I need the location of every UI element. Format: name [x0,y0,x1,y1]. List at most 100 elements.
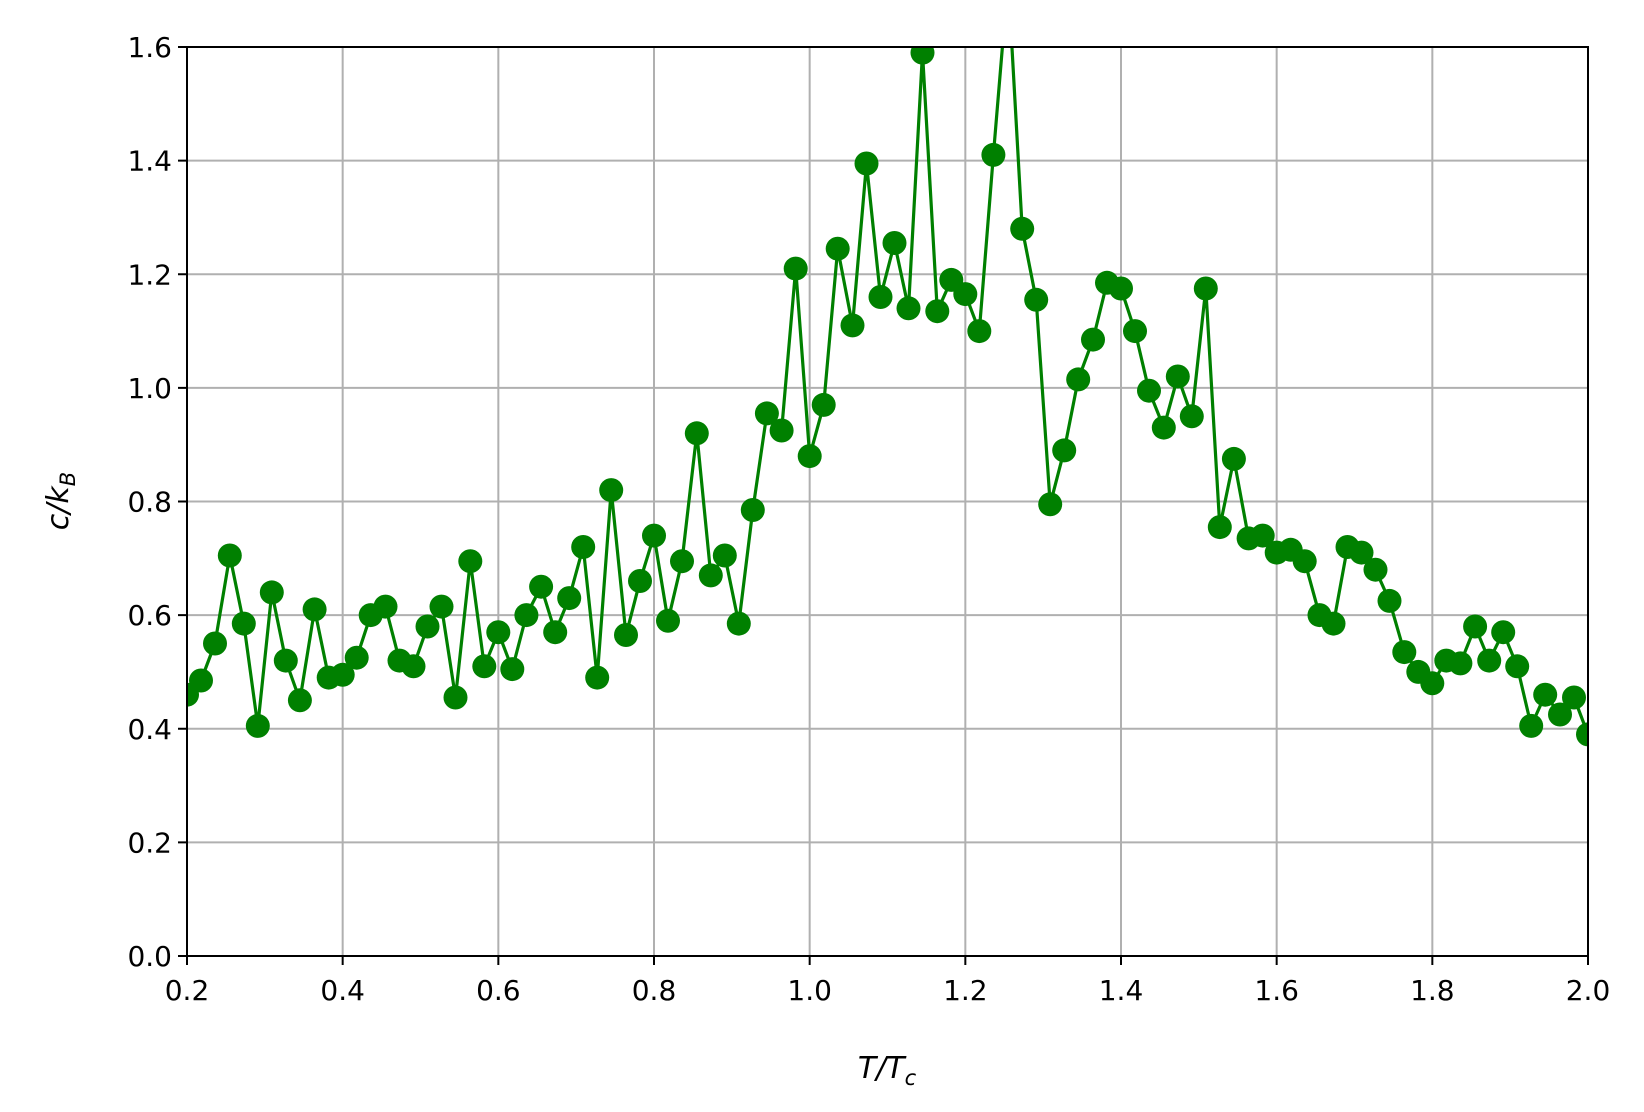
data-point [614,623,638,647]
data-point [1038,492,1063,517]
data-point [302,597,327,622]
x-tick-label: 2.0 [1566,974,1611,1007]
data-point [415,614,440,639]
series-line [187,47,1588,735]
data-point [967,319,992,344]
data-point [443,685,468,710]
data-point [698,563,723,588]
data-point [1576,722,1588,747]
data-point [287,688,312,713]
data-point [1024,287,1049,312]
data-point [259,580,284,605]
data-point [1010,216,1035,241]
data-point [486,620,511,645]
data-point [769,418,794,443]
data-point [514,603,539,628]
y-tick-label: 1.4 [127,145,172,178]
data-point [1292,549,1317,574]
data-point [1221,446,1246,471]
data-point [1137,378,1161,403]
x-axis-label-main: T/T [858,1051,907,1086]
data-point [797,444,822,469]
data-point [1377,588,1402,613]
y-tick-label: 0.8 [127,486,172,519]
data-point [557,586,582,611]
data-point [953,282,978,307]
x-tick-label: 0.4 [320,974,365,1007]
data-point [203,631,227,656]
data-point [458,549,483,574]
data-point [1123,319,1147,344]
data-point [1151,415,1176,440]
data-point [500,657,525,682]
y-axis-label-main: c/k [41,485,76,531]
data-point [330,662,355,687]
grid [186,46,1589,957]
x-axis-label-sub: c [905,1066,917,1090]
y-tick-label: 1.0 [127,372,172,405]
data-point [599,478,624,503]
x-tick-label: 0.8 [632,974,677,1007]
y-tick-label: 0.6 [127,599,172,632]
data-point [585,665,610,690]
data-point [1052,438,1077,463]
x-tick-label: 1.4 [1099,974,1144,1007]
data-point [1349,540,1374,565]
data-point [656,608,680,633]
y-tick-label: 1.2 [127,258,172,291]
data-point [1109,276,1133,301]
data-point [231,611,256,636]
data-point [217,543,242,568]
x-tick-label: 1.2 [943,974,988,1007]
data-point [472,654,497,679]
data-point [1066,367,1091,392]
data-point [1477,648,1502,673]
data-point [712,543,737,568]
data-point [910,47,935,65]
data-point [373,594,398,619]
data-point [981,142,1006,167]
data-point [245,713,270,738]
data-point [642,523,666,548]
y-axis-label: c/kB [41,472,80,530]
axis-ticks: 0.2 0.4 0.6 0.8 1.0 1.2 1.4 1.6 1.8 2.00.00.20.40… [127,31,1610,1007]
data-point [401,654,426,679]
data-point [1165,364,1190,389]
data-point [529,574,554,599]
data-point [840,313,865,338]
data-point [1420,671,1445,696]
data-point [1448,651,1473,676]
data-point [925,299,950,324]
x-axis-label: T/Tc [858,1051,917,1090]
data-point [1081,327,1105,352]
data-point [1562,685,1586,710]
y-axis-label-sub: B [56,472,80,486]
data-point [1321,611,1346,636]
data-point [1505,654,1530,679]
data-point [670,549,694,574]
data-point [1179,404,1204,429]
data-point [1392,640,1417,665]
y-tick-label: 1.6 [127,31,172,64]
data-point [1193,276,1218,301]
x-tick-label: 1.6 [1254,974,1299,1007]
data-point [273,648,298,673]
data-point [429,594,454,619]
data-point [726,611,751,636]
data-point [1363,557,1388,582]
data-point [825,236,850,261]
data-point [1491,620,1516,645]
data-point [1463,614,1488,639]
y-tick-label: 0.0 [127,940,172,973]
x-tick-label: 0.2 [165,974,210,1007]
data-point [189,668,213,693]
x-tick-label: 0.6 [476,974,521,1007]
y-tick-label: 0.2 [127,826,172,859]
data-point [882,231,907,255]
data-point [1548,702,1572,727]
data-point [740,498,765,522]
data-point [783,256,808,281]
data-point [628,569,652,593]
data-point [754,401,779,426]
